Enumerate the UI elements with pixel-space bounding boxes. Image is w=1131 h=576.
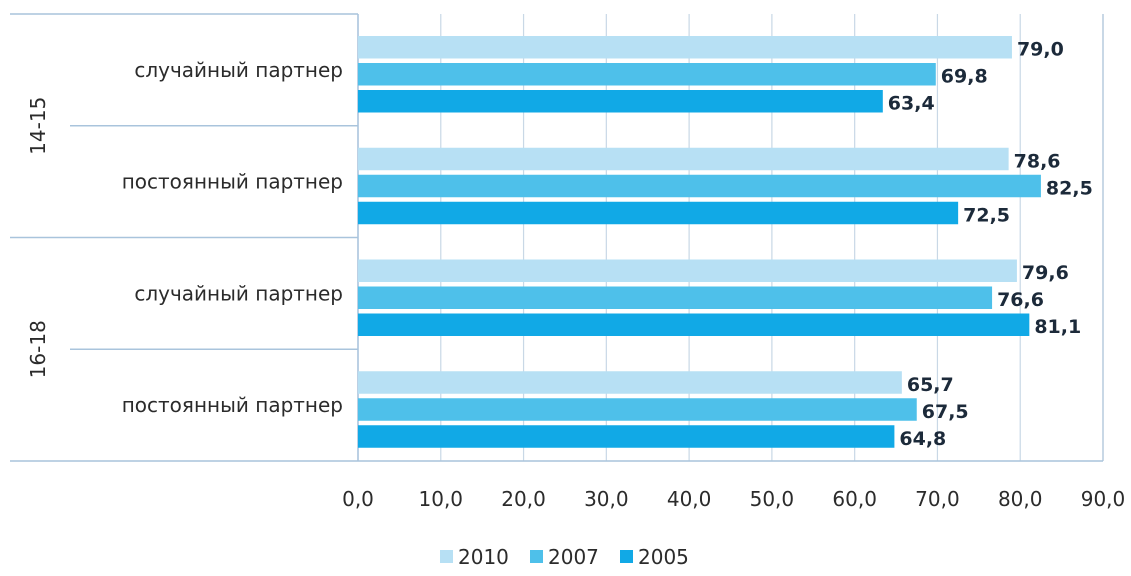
category-label: случайный партнер bbox=[134, 58, 343, 82]
legend-label: 2010 bbox=[458, 545, 509, 569]
data-label: 81,1 bbox=[1034, 316, 1081, 338]
x-tick-label: 30,0 bbox=[584, 487, 629, 511]
bar-2010 bbox=[358, 371, 902, 394]
bar-2007 bbox=[358, 287, 992, 310]
bar-2005 bbox=[358, 202, 958, 225]
group-label: 14-15 bbox=[26, 97, 50, 155]
data-label: 63,4 bbox=[888, 93, 935, 115]
data-label: 65,7 bbox=[907, 374, 954, 396]
bar-2010 bbox=[358, 148, 1009, 171]
bar-2007 bbox=[358, 398, 917, 421]
group-label: 16-18 bbox=[26, 320, 50, 378]
bar-2005 bbox=[358, 314, 1029, 337]
bar-2010 bbox=[358, 260, 1017, 283]
x-tick-label: 50,0 bbox=[750, 487, 795, 511]
data-label: 67,5 bbox=[922, 401, 969, 423]
x-tick-label: 40,0 bbox=[667, 487, 712, 511]
legend-swatch-2007 bbox=[530, 550, 543, 563]
category-label: случайный партнер bbox=[134, 281, 343, 305]
bar-2010 bbox=[358, 36, 1012, 59]
data-label: 79,0 bbox=[1017, 39, 1064, 61]
category-label: постоянный партнер bbox=[122, 170, 343, 194]
data-label: 69,8 bbox=[941, 66, 988, 88]
x-tick-label: 10,0 bbox=[419, 487, 464, 511]
legend-swatch-2010 bbox=[440, 550, 453, 563]
data-label: 76,6 bbox=[997, 289, 1044, 311]
x-tick-label: 70,0 bbox=[915, 487, 960, 511]
data-label: 72,5 bbox=[963, 204, 1010, 226]
data-label: 82,5 bbox=[1046, 177, 1093, 199]
legend-swatch-2005 bbox=[620, 550, 633, 563]
legend-label: 2005 bbox=[638, 545, 689, 569]
x-tick-label: 80,0 bbox=[998, 487, 1043, 511]
data-label: 79,6 bbox=[1022, 262, 1069, 284]
legend-label: 2007 bbox=[548, 545, 599, 569]
x-tick-label: 90,0 bbox=[1081, 487, 1126, 511]
data-label: 78,6 bbox=[1014, 150, 1061, 172]
x-tick-label: 0,0 bbox=[342, 487, 374, 511]
bar-2007 bbox=[358, 63, 936, 86]
x-tick-label: 20,0 bbox=[501, 487, 546, 511]
bar-2005 bbox=[358, 425, 894, 448]
x-tick-label: 60,0 bbox=[832, 487, 877, 511]
bar-2007 bbox=[358, 175, 1041, 198]
bar-2005 bbox=[358, 90, 883, 113]
category-label: постоянный партнер bbox=[122, 393, 343, 417]
data-label: 64,8 bbox=[899, 428, 946, 450]
